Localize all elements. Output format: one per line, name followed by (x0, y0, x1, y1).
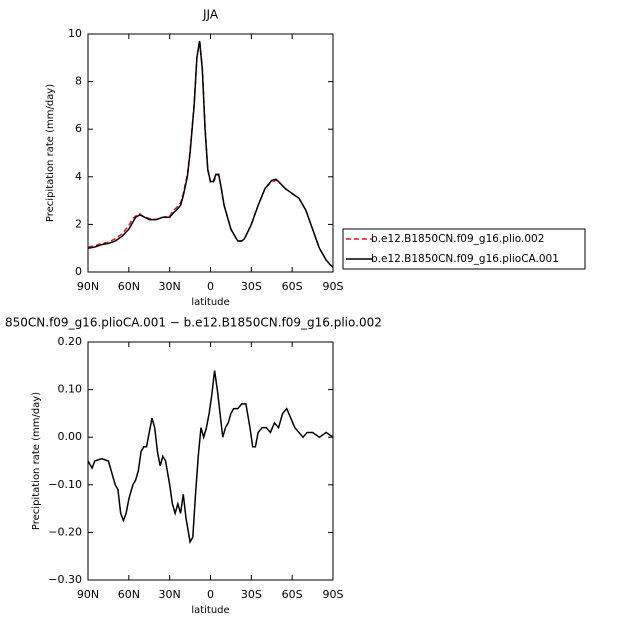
y-tick-label: 0.00 (58, 430, 83, 443)
x-tick-label: 0 (207, 588, 214, 601)
x-axis-label: latitude (191, 605, 229, 616)
data-line (87, 41, 334, 268)
x-tick-label: 30N (159, 280, 181, 293)
x-tick-label: 60N (118, 588, 140, 601)
x-tick-label: 30S (241, 588, 262, 601)
y-tick-label: −0.10 (48, 478, 82, 491)
x-axis-label: latitude (191, 297, 229, 308)
x-tick-label: 90S (323, 280, 344, 293)
plot-frame (87, 33, 334, 273)
x-tick-label: 60S (282, 588, 303, 601)
x-tick-label: 60S (282, 280, 303, 293)
plot-frame (87, 341, 334, 581)
y-tick-label: −0.30 (48, 573, 82, 586)
x-tick-label: 60N (118, 280, 140, 293)
y-tick-label: 2 (75, 217, 82, 230)
y-tick-label: 0.10 (58, 383, 83, 396)
y-tick-label: 0.20 (58, 335, 83, 348)
x-tick-label: 90N (77, 280, 99, 293)
y-tick-label: 0 (75, 265, 82, 278)
legend-label: b.e12.B1850CN.f09_g16.plioCA.001 (371, 253, 559, 265)
data-line (87, 370, 334, 545)
y-tick-label: 4 (75, 170, 82, 183)
x-tick-label: 90N (77, 588, 99, 601)
chart-title: JJA (202, 8, 219, 22)
y-axis-label: Precipitation rate (mm/day) (45, 84, 56, 222)
legend-box (342, 228, 586, 270)
x-tick-label: 30S (241, 280, 262, 293)
y-axis-label: Precipitation rate (mm/day) (31, 392, 42, 530)
y-tick-label: 6 (75, 122, 82, 135)
y-tick-label: 8 (75, 75, 82, 88)
y-tick-label: 10 (68, 27, 82, 40)
x-tick-label: 30N (159, 588, 181, 601)
x-tick-label: 90S (323, 588, 344, 601)
y-tick-label: −0.20 (48, 525, 82, 538)
legend-label: b.e12.B1850CN.f09_g16.plio.002 (371, 233, 544, 245)
x-tick-label: 0 (207, 280, 214, 293)
chart-title: 850CN.f09_g16.plioCA.001 − b.e12.B1850CN… (5, 316, 382, 330)
